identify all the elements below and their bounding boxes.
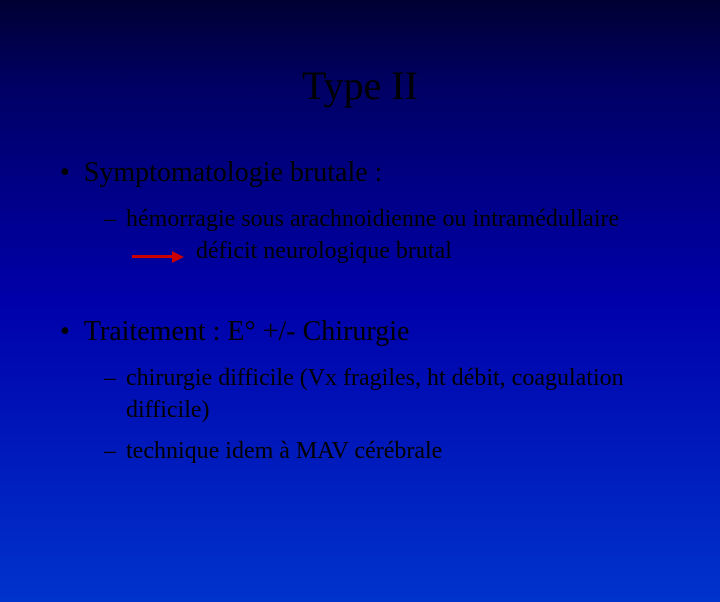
arrow-icon: [132, 251, 184, 263]
bullet-text: Symptomatologie brutale :: [84, 157, 383, 189]
slide-title: Type II: [0, 62, 720, 109]
bullet-dot-icon: •: [60, 157, 70, 189]
slide-content: • Symptomatologie brutale : – hémorragie…: [0, 157, 720, 467]
sub-item: – technique idem à MAV cérébrale: [104, 435, 680, 467]
bullet-item: • Traitement : E° +/- Chirurgie: [60, 316, 680, 348]
sub-text: hémorragie sous arachnoidienne ou intram…: [126, 203, 680, 268]
dash-icon: –: [104, 362, 116, 427]
sub-item: – hémorragie sous arachnoidienne ou intr…: [104, 203, 680, 268]
sub-post: déficit neurologique brutal: [196, 238, 452, 264]
sub-text: chirurgie difficile (Vx fragiles, ht déb…: [126, 362, 680, 427]
sub-item: – chirurgie difficile (Vx fragiles, ht d…: [104, 362, 680, 427]
bullet-dot-icon: •: [60, 316, 70, 348]
sub-pre: hémorragie sous arachnoidienne ou intram…: [126, 206, 619, 232]
bullet-text: Traitement : E° +/- Chirurgie: [84, 316, 410, 348]
sub-text: technique idem à MAV cérébrale: [126, 435, 442, 467]
dash-icon: –: [104, 435, 116, 467]
dash-icon: –: [104, 203, 116, 268]
bullet-item: • Symptomatologie brutale :: [60, 157, 680, 189]
